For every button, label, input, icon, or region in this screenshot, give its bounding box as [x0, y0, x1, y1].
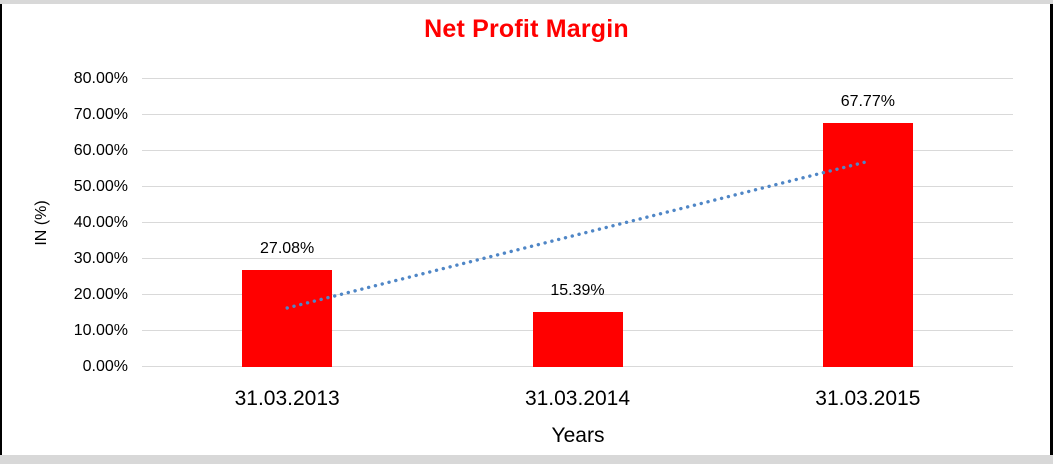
- bottom-strip: [0, 455, 1053, 464]
- x-axis-title: Years: [551, 424, 605, 447]
- y-tick-label: 80.00%: [73, 70, 128, 87]
- y-tick-label: 0.00%: [82, 358, 128, 375]
- bar-data-label: 15.39%: [550, 281, 605, 299]
- x-category-label: 31.03.2014: [524, 387, 631, 410]
- chart-title: Net Profit Margin: [424, 15, 629, 43]
- y-tick-label: 70.00%: [73, 106, 128, 123]
- y-tick-label: 60.00%: [73, 142, 128, 159]
- x-category-label: 31.03.2015: [815, 387, 921, 410]
- gridline: [142, 114, 1013, 115]
- bar-data-label: 27.08%: [260, 239, 315, 257]
- trendline-layer: [285, 159, 870, 310]
- y-tick-label: 10.00%: [73, 322, 128, 339]
- y-tick-label: 30.00%: [73, 250, 128, 267]
- plot-area: [142, 78, 1013, 367]
- y-tick-label: 40.00%: [73, 214, 128, 231]
- gridline: [142, 222, 1013, 223]
- gridline: [142, 294, 1013, 295]
- bar-data-label: 67.77%: [840, 93, 895, 111]
- gridline: [142, 258, 1013, 259]
- x-category-label: 31.03.2013: [234, 387, 340, 410]
- right-border: [1050, 4, 1053, 455]
- bar: [242, 269, 333, 367]
- bar: [532, 311, 623, 367]
- gridline: [142, 78, 1013, 79]
- y-tick-label: 20.00%: [73, 286, 128, 303]
- gridline: [142, 150, 1013, 151]
- top-strip: [0, 0, 1053, 4]
- gridline: [142, 186, 1013, 187]
- y-tick-label: 50.00%: [73, 178, 128, 195]
- left-border: [0, 4, 2, 455]
- linear-trendline: [285, 159, 870, 310]
- bar: [822, 123, 913, 367]
